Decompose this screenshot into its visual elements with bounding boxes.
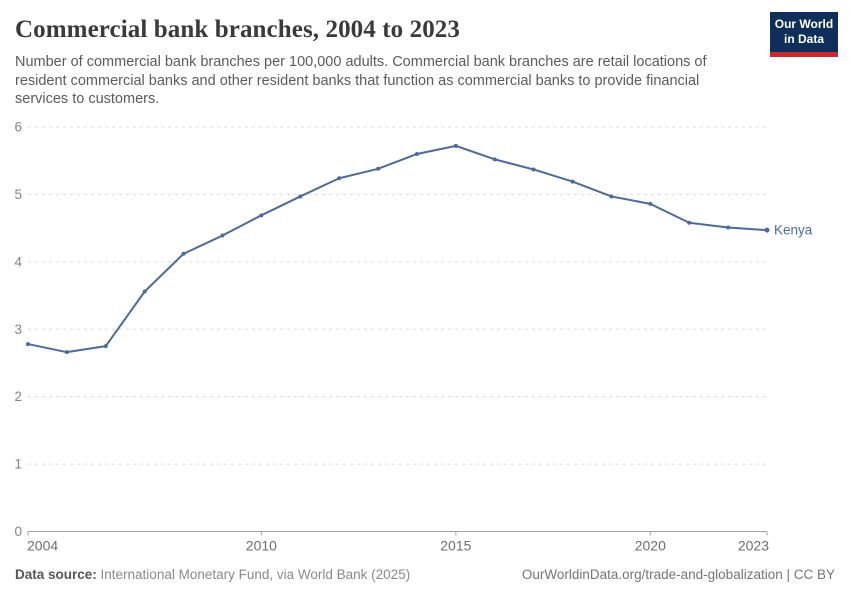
data-point xyxy=(298,194,303,199)
data-point xyxy=(26,342,30,347)
x-tick-label: 2023 xyxy=(738,538,769,554)
data-point xyxy=(103,344,108,349)
data-point xyxy=(726,225,731,230)
data-point xyxy=(492,157,497,162)
owid-logo-line1: Our World xyxy=(774,17,834,31)
y-tick-label: 6 xyxy=(14,120,22,135)
chart-subtitle: Number of commercial bank branches per 1… xyxy=(15,54,707,108)
data-point xyxy=(142,289,147,294)
data-point xyxy=(531,167,536,172)
data-point xyxy=(570,179,575,184)
owid-logo-line2: in Data xyxy=(783,32,824,46)
series-end-label: Kenya xyxy=(774,223,813,238)
data-point xyxy=(220,233,225,238)
owid-logo: Our World in Data xyxy=(770,12,838,57)
data-point xyxy=(648,201,653,206)
y-tick-label: 2 xyxy=(14,389,22,404)
credit-line: OurWorldinData.org/trade-and-globalizati… xyxy=(521,567,835,582)
data-point xyxy=(764,227,770,233)
owid-logo-box: Our World in Data xyxy=(770,12,838,52)
data-source-line: Data source: International Monetary Fund… xyxy=(15,567,410,582)
data-line xyxy=(27,144,768,354)
data-point xyxy=(414,151,419,156)
x-tick-label: 2020 xyxy=(635,538,666,554)
data-point xyxy=(453,143,458,148)
data-point xyxy=(337,176,342,181)
data-source-value: International Monetary Fund, via World B… xyxy=(96,567,411,582)
data-point xyxy=(609,194,614,199)
data-point xyxy=(687,220,692,225)
x-tick-label: 2010 xyxy=(246,538,277,554)
y-tick-label: 0 xyxy=(14,524,22,539)
data-point xyxy=(259,213,264,218)
data-point xyxy=(64,350,69,355)
y-tick-label: 3 xyxy=(14,322,22,337)
chart-title: Commercial bank branches, 2004 to 2023 xyxy=(15,16,460,43)
x-tick-label: 2015 xyxy=(440,538,471,554)
data-source-label: Data source: xyxy=(15,567,97,582)
x-tick-label: 2004 xyxy=(27,538,58,554)
y-tick-label: 4 xyxy=(14,254,22,269)
owid-logo-red-stripe xyxy=(770,52,838,57)
chart-footer: Data source: International Monetary Fund… xyxy=(15,567,835,582)
y-tick-label: 1 xyxy=(14,457,22,472)
data-point xyxy=(181,251,186,256)
data-point xyxy=(376,166,381,171)
y-tick-label: 5 xyxy=(14,187,22,202)
